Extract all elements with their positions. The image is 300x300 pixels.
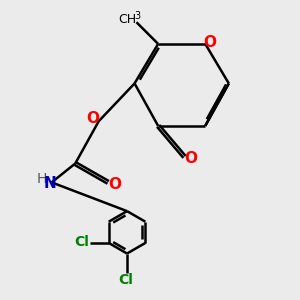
Text: O: O	[86, 111, 99, 126]
Text: O: O	[108, 177, 121, 192]
Text: O: O	[203, 35, 216, 50]
Text: H: H	[36, 172, 46, 186]
Text: Cl: Cl	[119, 273, 134, 287]
Text: O: O	[184, 151, 197, 166]
Text: N: N	[44, 176, 57, 191]
Text: CH: CH	[118, 13, 137, 26]
Text: 3: 3	[134, 11, 140, 21]
Text: Cl: Cl	[74, 235, 89, 249]
